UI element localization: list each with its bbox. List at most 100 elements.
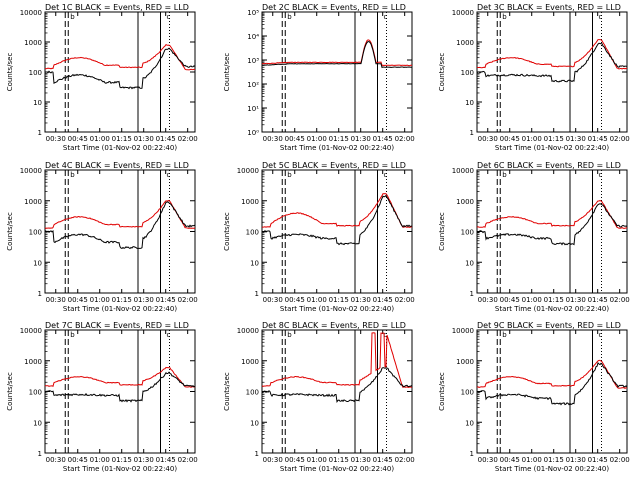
panel-9-ytick-label-1: 10 (465, 419, 474, 427)
panel-8-ytick-label-2: 100 (246, 389, 259, 397)
panel-3-xtick-label-5: 01:45 (588, 135, 608, 143)
panel-3-ytick-label-0: 1 (470, 129, 474, 137)
panel-4-frame (44, 169, 196, 294)
panel-7-ylabel: Counts/sec (6, 372, 14, 411)
panel-2-xlabel: Start Time (01-Nov-02 00:22:40) (280, 144, 394, 152)
panel-8-xtick-label-5: 01:45 (373, 456, 393, 464)
panel-5-xlabel: Start Time (01-Nov-02 00:22:40) (280, 305, 394, 313)
panel-8-xtick-label-6: 02:00 (395, 456, 415, 464)
panel-3-ytick-label-3: 1000 (456, 39, 474, 47)
panel-7-xtick-label-5: 01:45 (156, 456, 176, 464)
panel-4-xtick-label-4: 01:30 (134, 296, 154, 304)
panel-1-ytick-label-1: 10 (33, 99, 42, 107)
panel-5-title: Det 5C BLACK = Events, RED = LLD (262, 161, 406, 170)
panel-7-xtick-label-2: 01:00 (90, 456, 110, 464)
panel-7-marker-c-label: c (167, 331, 171, 339)
panel-2-ytick-label-3: 10³ (247, 57, 259, 65)
panel-8-xtick-label-4: 01:30 (351, 456, 371, 464)
panel-5-marker-b-label: b (287, 171, 292, 179)
panel-4-ytick-label-0: 1 (38, 290, 42, 298)
panel-9-ytick-label-0: 1 (470, 450, 474, 458)
panel-9-xtick-label-6: 02:00 (610, 456, 630, 464)
panel-3-xtick-label-3: 01:15 (544, 135, 564, 143)
panel-7-title: Det 7C BLACK = Events, RED = LLD (45, 321, 189, 330)
panel-3-series-events (476, 42, 628, 83)
panel-6-ytick-label-0: 1 (470, 290, 474, 298)
panel-8-xtick-label-0: 00:30 (263, 456, 283, 464)
panel-3-xtick-label-0: 00:30 (478, 135, 498, 143)
panel-5-frame (261, 169, 413, 294)
panel-4-xtick-label-2: 01:00 (90, 296, 110, 304)
panel-8-ytick-label-4: 10000 (237, 327, 259, 335)
panel-1-xtick-label-4: 01:30 (134, 135, 154, 143)
panel-2-xtick-label-2: 01:00 (307, 135, 327, 143)
panel-8-ytick-label-3: 1000 (241, 358, 259, 366)
panel-8-xlabel: Start Time (01-Nov-02 00:22:40) (280, 465, 394, 473)
panel-5-xtick-label-4: 01:30 (351, 296, 371, 304)
panel-6-xtick-label-4: 01:30 (566, 296, 586, 304)
panel-5-marker-c-label: c (384, 171, 388, 179)
panel-3-frame (476, 11, 628, 133)
panel-2-marker-c-label: c (384, 13, 388, 21)
panel-8-marker-b-label: b (287, 331, 292, 339)
panel-6-ytick-label-2: 100 (461, 229, 474, 237)
panel-2-xtick-label-1: 00:45 (285, 135, 305, 143)
panel-4-ytick-label-2: 100 (29, 229, 42, 237)
panel-8-ylabel: Counts/sec (223, 372, 231, 411)
panel-6-marker-c-label: c (599, 171, 603, 179)
panel-3-xlabel: Start Time (01-Nov-02 00:22:40) (495, 144, 609, 152)
panel-1-frame (44, 11, 196, 133)
panel-2-ylabel: Counts/sec (223, 53, 231, 92)
panel-7-ytick-label-2: 100 (29, 389, 42, 397)
panel-2-xtick-label-0: 00:30 (263, 135, 283, 143)
panel-3-title: Det 3C BLACK = Events, RED = LLD (477, 3, 621, 12)
panel-8-ytick-label-0: 1 (255, 450, 259, 458)
panel-3-marker-c-label: c (599, 13, 603, 21)
panel-5-xtick-label-1: 00:45 (285, 296, 305, 304)
panel-6-ytick-label-4: 10000 (452, 167, 474, 175)
panel-9-xtick-label-1: 00:45 (500, 456, 520, 464)
panel-7-xlabel: Start Time (01-Nov-02 00:22:40) (63, 465, 177, 473)
panel-5-ytick-label-3: 1000 (241, 198, 259, 206)
panel-7-series-lld (44, 366, 196, 388)
panel-1-ytick-label-2: 100 (29, 69, 42, 77)
panel-9-xtick-label-5: 01:45 (588, 456, 608, 464)
panel-2-series-lld (261, 39, 413, 67)
panel-9-series-lld (476, 359, 627, 389)
panel-4-xtick-label-0: 00:30 (46, 296, 66, 304)
panel-9-ylabel: Counts/sec (438, 372, 446, 411)
panel-7-xtick-label-3: 01:15 (112, 456, 132, 464)
panel-3-ytick-label-1: 10 (465, 99, 474, 107)
panel-6-xtick-label-2: 01:00 (522, 296, 542, 304)
panel-8-xtick-label-3: 01:15 (329, 456, 349, 464)
panel-4-series-lld (44, 199, 196, 229)
panel-7-series-events (44, 371, 196, 403)
panel-8-series-events (261, 367, 413, 404)
panel-6-title: Det 6C BLACK = Events, RED = LLD (477, 161, 621, 170)
panel-9-series-events (476, 362, 628, 406)
panel-9-xtick-label-2: 01:00 (522, 456, 542, 464)
panel-5-series-events (261, 194, 413, 246)
panel-2-series-events (261, 41, 412, 69)
panel-7-ytick-label-1: 10 (33, 419, 42, 427)
panel-2-ytick-label-0: 10⁰ (247, 129, 259, 137)
panel-4-ytick-label-1: 10 (33, 259, 42, 267)
panel-4-ytick-label-3: 1000 (24, 198, 42, 206)
panel-5-ytick-label-1: 10 (250, 259, 259, 267)
panel-5-xtick-label-6: 02:00 (395, 296, 415, 304)
panel-1-xtick-label-1: 00:45 (68, 135, 88, 143)
panel-3-xtick-label-4: 01:30 (566, 135, 586, 143)
panel-8-title: Det 8C BLACK = Events, RED = LLD (262, 321, 406, 330)
panel-8-xtick-label-2: 01:00 (307, 456, 327, 464)
panel-4-xtick-label-1: 00:45 (68, 296, 88, 304)
panel-4-xlabel: Start Time (01-Nov-02 00:22:40) (63, 305, 177, 313)
panel-2-ytick-label-1: 10¹ (247, 105, 259, 113)
panel-2-xtick-label-4: 01:30 (351, 135, 371, 143)
panel-6-ylabel: Counts/sec (438, 212, 446, 251)
panel-2-ytick-label-5: 10⁵ (247, 9, 259, 17)
panel-6-frame (476, 169, 628, 294)
panel-9-xlabel: Start Time (01-Nov-02 00:22:40) (495, 465, 609, 473)
panel-3-xtick-label-1: 00:45 (500, 135, 520, 143)
panel-7-xtick-label-6: 02:00 (178, 456, 198, 464)
panel-1-title: Det 1C BLACK = Events, RED = LLD (45, 3, 189, 12)
